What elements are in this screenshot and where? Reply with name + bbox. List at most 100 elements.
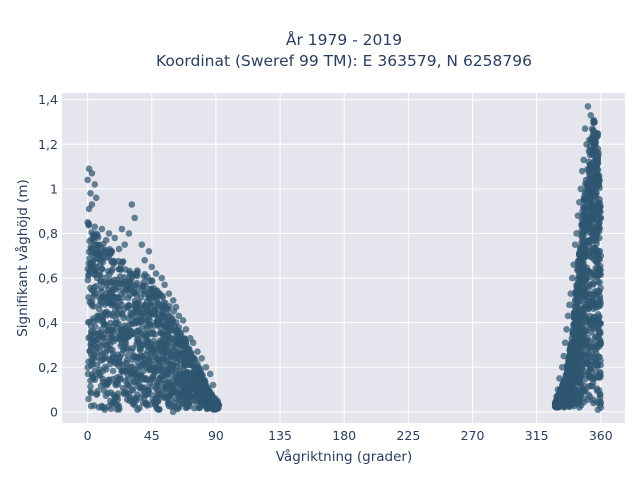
data-point [172, 373, 180, 381]
data-point [117, 280, 124, 288]
data-point [172, 329, 180, 337]
data-point [175, 312, 183, 320]
data-point [104, 389, 111, 397]
y-tick-label: 0 [50, 404, 58, 419]
data-point [120, 344, 128, 352]
data-point [126, 397, 133, 405]
data-point [118, 225, 126, 233]
data-point [155, 406, 163, 413]
data-point [586, 365, 594, 373]
data-point [576, 373, 584, 381]
data-point [136, 345, 144, 353]
data-point [102, 236, 110, 244]
data-point [145, 295, 153, 302]
data-point [568, 397, 576, 405]
data-point [119, 258, 126, 266]
data-point [168, 321, 176, 328]
data-point [87, 383, 94, 390]
data-point [148, 277, 156, 284]
data-point [121, 274, 128, 281]
data-point [141, 290, 148, 298]
data-point [156, 318, 163, 326]
data-point [166, 303, 173, 310]
y-tick-label: 1 [50, 181, 58, 196]
data-point [595, 313, 603, 320]
data-point [573, 230, 580, 237]
data-point [560, 352, 568, 360]
data-point [186, 399, 194, 407]
data-point [567, 290, 575, 297]
data-point [559, 386, 567, 393]
data-point [123, 367, 131, 374]
data-point [94, 339, 102, 347]
y-axis-ticks: 0 0,2 0,4 0,6 0,8 1 1,2 1,4 [38, 92, 58, 419]
x-tick-label: 180 [332, 428, 356, 443]
data-point [584, 103, 592, 110]
data-point [202, 363, 210, 371]
data-point [581, 353, 589, 360]
data-point [590, 399, 597, 407]
data-point [87, 388, 94, 396]
data-point [196, 403, 204, 411]
data-point [564, 312, 572, 320]
data-point [566, 362, 573, 370]
data-point [108, 248, 116, 255]
data-point [101, 406, 109, 413]
data-point [92, 194, 100, 202]
data-point [215, 401, 223, 409]
data-point [161, 314, 169, 321]
data-point [596, 279, 603, 286]
data-point [177, 379, 184, 387]
data-point [594, 266, 601, 273]
chart-title-line-1: År 1979 - 2019 [286, 30, 402, 49]
data-point [156, 374, 164, 382]
data-point [103, 381, 111, 389]
data-point [177, 391, 185, 399]
data-point [573, 368, 581, 375]
data-point [111, 234, 119, 242]
data-point [89, 258, 96, 266]
x-tick-label: 270 [461, 428, 485, 443]
x-tick-label: 0 [84, 428, 92, 443]
data-point [558, 363, 566, 371]
data-point [169, 388, 176, 395]
data-point [183, 360, 190, 367]
data-point [148, 340, 156, 348]
data-point [135, 354, 142, 362]
data-point [198, 355, 205, 362]
data-point [593, 129, 600, 137]
data-point [594, 324, 602, 332]
data-point [586, 353, 593, 361]
data-point [87, 339, 95, 347]
data-point [156, 357, 164, 364]
data-point [141, 256, 148, 264]
data-point [102, 246, 109, 254]
data-point [565, 373, 572, 380]
data-point [581, 288, 589, 296]
data-point [134, 327, 142, 334]
data-point [584, 195, 591, 202]
data-point [95, 305, 103, 313]
data-point [569, 326, 577, 333]
data-point [588, 174, 596, 182]
data-point [132, 395, 140, 403]
data-point [581, 212, 588, 220]
data-point [595, 387, 603, 394]
data-point [592, 345, 600, 353]
data-point [95, 249, 102, 257]
data-point [91, 367, 99, 375]
data-point [185, 380, 192, 387]
data-point [589, 150, 596, 157]
data-point [98, 265, 106, 272]
y-tick-label: 0,6 [38, 271, 58, 286]
data-point [571, 241, 579, 248]
data-point [112, 319, 119, 327]
data-point [128, 347, 135, 354]
data-point [591, 163, 599, 170]
data-point [96, 366, 104, 374]
data-point [90, 287, 97, 295]
data-point [209, 381, 217, 389]
data-point [159, 342, 167, 349]
data-point [591, 225, 598, 233]
